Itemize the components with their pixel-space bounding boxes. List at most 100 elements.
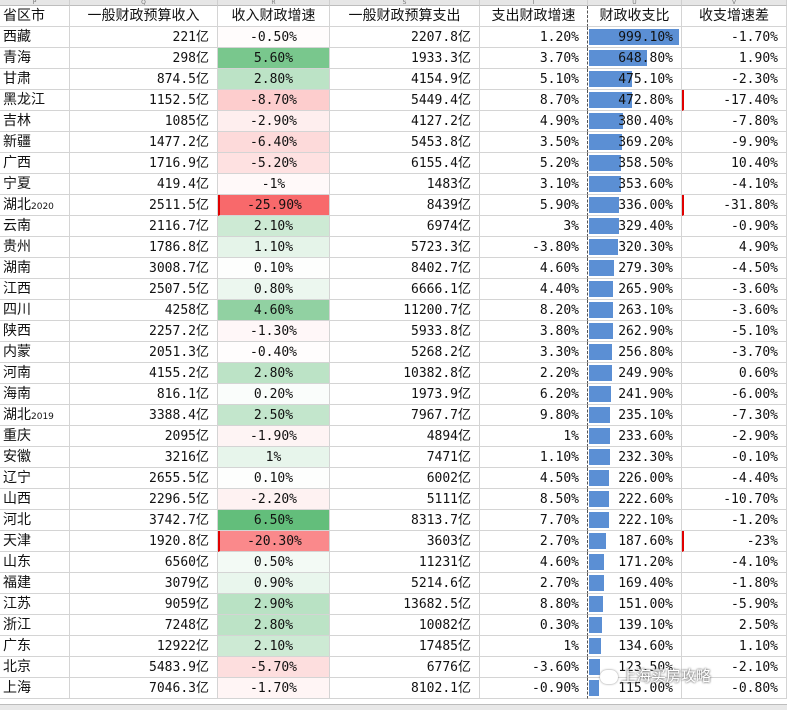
cell-income[interactable]: 3388.4亿 (70, 405, 218, 426)
cell-expense[interactable]: 10082亿 (330, 615, 480, 636)
cell-expense-growth[interactable]: 6.20% (480, 384, 588, 405)
cell-income-growth[interactable]: -8.70% (218, 90, 330, 111)
cell-income-growth[interactable]: 0.90% (218, 573, 330, 594)
cell-province[interactable]: 宁夏 (0, 174, 70, 195)
cell-expense[interactable]: 7471亿 (330, 447, 480, 468)
cell-income-growth[interactable]: -5.20% (218, 153, 330, 174)
cell-expense[interactable]: 6002亿 (330, 468, 480, 489)
cell-income[interactable]: 2051.3亿 (70, 342, 218, 363)
cell-income-growth[interactable]: 0.10% (218, 258, 330, 279)
cell-province[interactable]: 安徽 (0, 447, 70, 468)
cell-ratio[interactable]: 171.20% (588, 552, 682, 573)
cell-expense-growth[interactable]: 5.20% (480, 153, 588, 174)
cell-income-growth[interactable]: -1.30% (218, 321, 330, 342)
cell-expense[interactable]: 8102.1亿 (330, 678, 480, 699)
cell-ratio[interactable]: 222.60% (588, 489, 682, 510)
cell-income[interactable]: 2257.2亿 (70, 321, 218, 342)
cell-income-growth[interactable]: 4.60% (218, 300, 330, 321)
header-income[interactable]: 一般财政预算收入 (70, 6, 218, 27)
cell-income[interactable]: 816.1亿 (70, 384, 218, 405)
cell-income[interactable]: 4155.2亿 (70, 363, 218, 384)
cell-income[interactable]: 1920.8亿 (70, 531, 218, 552)
cell-expense[interactable]: 6974亿 (330, 216, 480, 237)
cell-income-growth[interactable]: 0.80% (218, 279, 330, 300)
cell-growth-diff[interactable]: -3.60% (682, 279, 787, 300)
cell-income[interactable]: 2095亿 (70, 426, 218, 447)
cell-income[interactable]: 3216亿 (70, 447, 218, 468)
header-ratio[interactable]: 财政收支比 (588, 6, 682, 27)
cell-growth-diff[interactable]: -4.40% (682, 468, 787, 489)
cell-ratio[interactable]: 169.40% (588, 573, 682, 594)
cell-growth-diff[interactable]: -4.50% (682, 258, 787, 279)
cell-growth-diff[interactable]: 1.90% (682, 48, 787, 69)
cell-expense-growth[interactable]: 3.10% (480, 174, 588, 195)
cell-income-growth[interactable]: 2.10% (218, 636, 330, 657)
cell-income[interactable]: 7248亿 (70, 615, 218, 636)
cell-ratio[interactable]: 329.40% (588, 216, 682, 237)
cell-expense-growth[interactable]: -3.60% (480, 657, 588, 678)
cell-income-growth[interactable]: -20.30% (218, 531, 330, 552)
cell-expense[interactable]: 6776亿 (330, 657, 480, 678)
cell-expense[interactable]: 4127.2亿 (330, 111, 480, 132)
cell-growth-diff[interactable]: -9.90% (682, 132, 787, 153)
cell-expense[interactable]: 13682.5亿 (330, 594, 480, 615)
cell-growth-diff[interactable]: -3.70% (682, 342, 787, 363)
cell-income[interactable]: 4258亿 (70, 300, 218, 321)
cell-income-growth[interactable]: 6.50% (218, 510, 330, 531)
cell-expense[interactable]: 4894亿 (330, 426, 480, 447)
cell-income[interactable]: 3008.7亿 (70, 258, 218, 279)
cell-growth-diff[interactable]: -1.20% (682, 510, 787, 531)
cell-income-growth[interactable]: -1.70% (218, 678, 330, 699)
cell-ratio[interactable]: 380.40% (588, 111, 682, 132)
cell-income[interactable]: 1716.9亿 (70, 153, 218, 174)
cell-ratio[interactable]: 648.80% (588, 48, 682, 69)
cell-income[interactable]: 2116.7亿 (70, 216, 218, 237)
cell-expense-growth[interactable]: 4.60% (480, 258, 588, 279)
cell-expense-growth[interactable]: 5.90% (480, 195, 588, 216)
cell-province[interactable]: 吉林 (0, 111, 70, 132)
cell-expense[interactable]: 5268.2亿 (330, 342, 480, 363)
cell-income[interactable]: 6560亿 (70, 552, 218, 573)
cell-province[interactable]: 上海 (0, 678, 70, 699)
cell-growth-diff[interactable]: -2.90% (682, 426, 787, 447)
column-letter[interactable]: Q (70, 0, 218, 6)
cell-expense[interactable]: 1933.3亿 (330, 48, 480, 69)
cell-expense-growth[interactable]: 9.80% (480, 405, 588, 426)
cell-province[interactable]: 内蒙 (0, 342, 70, 363)
cell-growth-diff[interactable]: 1.10% (682, 636, 787, 657)
cell-income-growth[interactable]: 2.50% (218, 405, 330, 426)
cell-income[interactable]: 12922亿 (70, 636, 218, 657)
cell-expense-growth[interactable]: 8.50% (480, 489, 588, 510)
cell-ratio[interactable]: 226.00% (588, 468, 682, 489)
cell-ratio[interactable]: 999.10% (588, 27, 682, 48)
cell-province[interactable]: 河北 (0, 510, 70, 531)
cell-growth-diff[interactable]: -2.30% (682, 69, 787, 90)
cell-province[interactable]: 江苏 (0, 594, 70, 615)
cell-ratio[interactable]: 139.10% (588, 615, 682, 636)
cell-growth-diff[interactable]: -0.10% (682, 447, 787, 468)
cell-expense-growth[interactable]: 3.70% (480, 48, 588, 69)
cell-income[interactable]: 3742.7亿 (70, 510, 218, 531)
cell-income-growth[interactable]: 2.80% (218, 615, 330, 636)
cell-income[interactable]: 419.4亿 (70, 174, 218, 195)
cell-province[interactable]: 黑龙江 (0, 90, 70, 111)
cell-income-growth[interactable]: -25.90% (218, 195, 330, 216)
cell-province[interactable]: 重庆 (0, 426, 70, 447)
cell-expense-growth[interactable]: 3.30% (480, 342, 588, 363)
header-income-growth[interactable]: 收入财政增速 (218, 6, 330, 27)
cell-expense-growth[interactable]: 8.80% (480, 594, 588, 615)
cell-expense[interactable]: 5111亿 (330, 489, 480, 510)
cell-income-growth[interactable]: 1% (218, 447, 330, 468)
cell-expense-growth[interactable]: 0.30% (480, 615, 588, 636)
cell-income-growth[interactable]: 2.80% (218, 363, 330, 384)
cell-province[interactable]: 湖南 (0, 258, 70, 279)
cell-province[interactable]: 四川 (0, 300, 70, 321)
cell-ratio[interactable]: 187.60% (588, 531, 682, 552)
cell-province[interactable]: 贵州 (0, 237, 70, 258)
cell-expense-growth[interactable]: 7.70% (480, 510, 588, 531)
cell-growth-diff[interactable]: -6.00% (682, 384, 787, 405)
cell-growth-diff[interactable]: -4.10% (682, 174, 787, 195)
cell-growth-diff[interactable]: -5.90% (682, 594, 787, 615)
cell-province[interactable]: 河南 (0, 363, 70, 384)
